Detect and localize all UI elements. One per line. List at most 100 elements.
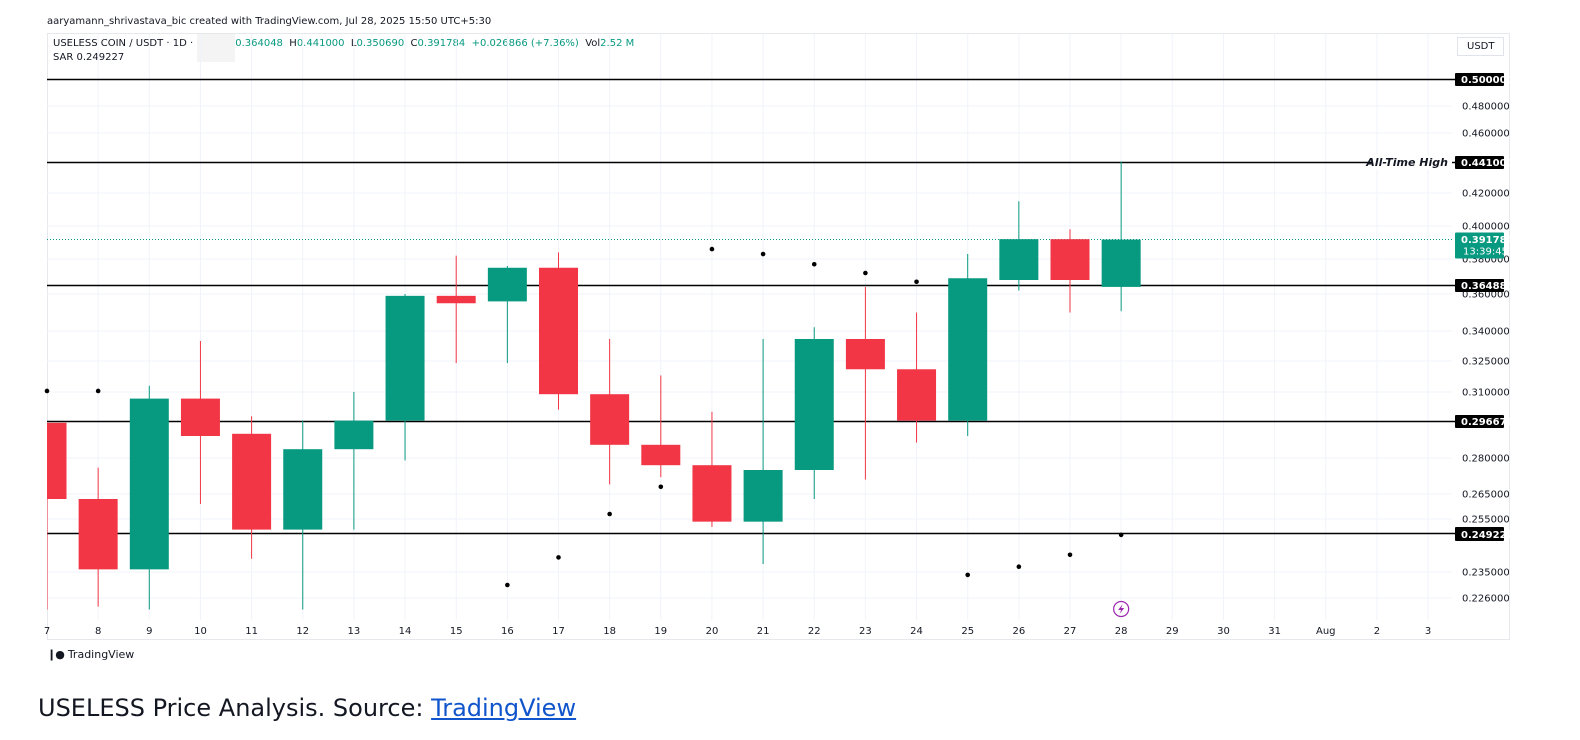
- y-tick-label: 0.420000: [1462, 189, 1510, 200]
- high-value: 0.441000: [296, 38, 345, 49]
- sar-dot: [556, 555, 561, 560]
- current-price-value: 0.391784: [1461, 235, 1514, 246]
- event-marker: [1113, 600, 1130, 618]
- x-tick-label: 14: [399, 626, 412, 637]
- candle-8: [78, 467, 118, 607]
- vol-label: Vol: [585, 38, 601, 49]
- x-tick-label: Aug: [1316, 626, 1336, 637]
- candle-7: [47, 422, 67, 610]
- x-tick-label: 26: [1012, 626, 1025, 637]
- candle-body: [487, 267, 527, 302]
- chart-attribution: aaryamann_shrivastava_bic created with T…: [47, 16, 492, 27]
- x-tick-label: 13: [348, 626, 361, 637]
- level-price-tag: 0.296671: [1455, 415, 1514, 428]
- level-price-tag: 0.441000: [1455, 156, 1514, 169]
- sar-legend[interactable]: SAR 0.249227: [53, 52, 125, 63]
- symbol-label[interactable]: USELESS COIN / USDT · 1D ·: [53, 38, 194, 49]
- candle-body: [47, 422, 67, 499]
- y-tick-label: 0.380000: [1462, 255, 1510, 266]
- open-value: 0.364048: [235, 38, 283, 49]
- tradingview-logo[interactable]: ❙● TradingView: [47, 648, 134, 661]
- x-tick-label: 17: [552, 626, 565, 637]
- sar-dot: [607, 511, 612, 517]
- x-tick-label: 29: [1166, 626, 1179, 637]
- sar-price-tag-text: 0.249227: [1461, 530, 1514, 541]
- candle-body: [436, 295, 476, 304]
- candle-27: [1050, 229, 1090, 313]
- candle-body: [1050, 239, 1090, 280]
- sar-dot: [965, 572, 970, 578]
- sar-dot: [505, 582, 510, 588]
- candle-12: [283, 420, 323, 610]
- ohlc-legend: USELESS COIN / USDT · 1D · 0.364048 H0.44…: [53, 34, 635, 62]
- candle-9: [129, 385, 169, 610]
- x-tick-label: 28: [1115, 626, 1128, 637]
- candle-14: [385, 294, 425, 461]
- candle-13: [334, 392, 374, 530]
- sar-dot: [1016, 564, 1022, 569]
- chart-frame: [47, 33, 1510, 640]
- y-tick-label: 0.480000: [1462, 102, 1510, 113]
- sar-price-tag-bg: [1455, 528, 1504, 541]
- y-tick-label: 0.226000: [1462, 594, 1510, 605]
- y-tick-label: 0.400000: [1462, 222, 1510, 233]
- y-tick-label: 0.310000: [1462, 388, 1510, 399]
- y-axis-labels: 0.480000 0.460000 0.420000 0.400000 0.380000…: [1462, 102, 1510, 605]
- x-tick-label: 2: [1374, 626, 1380, 637]
- candles: [47, 161, 1141, 610]
- sar-dot: [811, 261, 817, 267]
- level-note: All-Time High: [1365, 156, 1448, 169]
- currency-selector[interactable]: USDT: [1457, 37, 1504, 56]
- candle-11: [232, 416, 272, 559]
- candle-25: [948, 254, 988, 436]
- x-tick-label: 12: [296, 626, 309, 637]
- sar-dot: [914, 279, 919, 285]
- level-price-tag-bg: [1455, 415, 1504, 428]
- candle-body: [78, 499, 118, 570]
- sar-dots: [44, 246, 1124, 588]
- candle-body: [845, 339, 885, 370]
- candle-body: [641, 444, 681, 466]
- candle-16: [487, 266, 527, 364]
- x-tick-label: 22: [808, 626, 821, 637]
- tradingview-mark-icon: ❙●: [47, 648, 65, 661]
- candle-body: [743, 470, 783, 522]
- candle-28: [1101, 161, 1141, 312]
- candle-24: [897, 312, 937, 443]
- sar-dot: [760, 251, 766, 257]
- close-value: 0.391784: [417, 38, 466, 49]
- level-price-tag-text: 0.441000: [1461, 158, 1514, 169]
- x-tick-label: 25: [961, 626, 974, 637]
- blurred-region: [197, 34, 236, 62]
- countdown-timer: 13:39:45: [1463, 247, 1508, 258]
- candle-body: [334, 420, 374, 450]
- candle-body: [590, 394, 630, 445]
- current-price-tag-bg: [1455, 232, 1504, 259]
- x-tick-label: 24: [910, 626, 923, 637]
- tradingview-logo-text: TradingView: [67, 648, 135, 661]
- level-price-tag-text: 0.364885: [1461, 281, 1514, 292]
- candle-body: [129, 398, 169, 570]
- candle-26: [999, 201, 1039, 291]
- x-tick-label: 31: [1268, 626, 1281, 637]
- x-axis-labels: 7 8 9 10 11 12 13 14 15 16 17 18 19 20 21 22 23 24 25 26 27 2…: [44, 626, 1431, 637]
- candle-body: [283, 449, 323, 530]
- candle-17: [539, 252, 578, 410]
- sar-dot: [95, 388, 101, 394]
- candle-21: [743, 339, 783, 565]
- level-price-tag: 0.500000: [1455, 73, 1514, 86]
- candle-body: [692, 465, 732, 522]
- grid-lines: [47, 34, 1452, 620]
- candle-10: [180, 341, 220, 504]
- x-tick-label: 20: [706, 626, 719, 637]
- level-price-tag-text: 0.296671: [1461, 417, 1514, 428]
- caption-text: USELESS Price Analysis. Source:: [38, 694, 432, 722]
- vol-value: 2.52 M: [600, 38, 635, 49]
- sar-dot: [658, 484, 664, 490]
- y-tick-label: 0.265000: [1462, 490, 1510, 501]
- y-tick-label: 0.460000: [1462, 129, 1510, 140]
- candle-body: [897, 369, 937, 421]
- caption-source-link[interactable]: TradingView: [431, 694, 577, 722]
